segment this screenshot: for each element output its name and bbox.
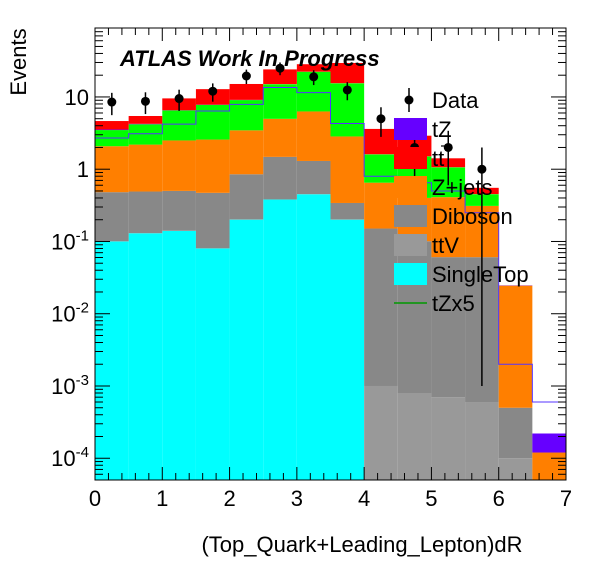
legend-swatch-diboson xyxy=(394,205,427,227)
bar-diboson-bin-7 xyxy=(330,202,365,220)
bar-diboson-bin-10 xyxy=(431,257,466,398)
legend-label-ttv: ttV xyxy=(432,233,459,258)
bar-z-jets-bin-1 xyxy=(128,144,163,192)
y-tick-label: 10-1 xyxy=(51,227,89,254)
x-tick-label: 6 xyxy=(493,486,505,511)
bar-z-jets-bin-7 xyxy=(330,136,365,203)
bar-z-jets-bin-4 xyxy=(229,130,264,175)
legend-swatch-z-jets xyxy=(394,176,427,198)
bar-diboson-bin-2 xyxy=(162,190,196,231)
bar-singletop-bin-1 xyxy=(128,233,163,480)
bar-z-jets-red-top--bin-5 xyxy=(263,69,297,85)
legend-label-tzx5: tZx5 xyxy=(432,291,475,316)
bar-ttbar-bin-2 xyxy=(162,110,196,141)
bar-diboson-bin-1 xyxy=(128,191,163,233)
x-tick-label: 2 xyxy=(223,486,235,511)
bar-singletop-bin-0 xyxy=(95,241,129,480)
axis-ticks: 0 1 2 3 4 5 6 7 10-4 10-3 10-2 10-1 1 10 xyxy=(51,27,572,511)
data-point-3 xyxy=(208,86,218,96)
bar-z-jets-bin-13 xyxy=(532,452,566,480)
stack-bars xyxy=(95,62,566,481)
bar-diboson-bin-12 xyxy=(498,407,533,459)
bar-z-jets-bin-8 xyxy=(364,182,398,229)
y-tick-label: 1 xyxy=(77,157,89,182)
bar-singletop-bin-7 xyxy=(330,219,365,480)
legend-label-diboson: Diboson xyxy=(432,204,513,229)
data-point-1 xyxy=(140,96,150,106)
bar-ttv-bin-8 xyxy=(364,385,398,480)
bar-diboson-bin-4 xyxy=(229,174,264,220)
y-tick-label: 10 xyxy=(65,85,89,110)
y-tick-label: 10-2 xyxy=(51,300,89,327)
data-point-10 xyxy=(443,142,453,152)
legend-swatch-tt xyxy=(394,147,427,169)
legend-label-tz: tZ xyxy=(432,117,452,142)
bar-ttv-bin-11 xyxy=(465,402,499,480)
bar-diboson-bin-3 xyxy=(195,192,230,249)
bar-z-jets-red-top--bin-7 xyxy=(330,62,365,84)
x-tick-label: 3 xyxy=(291,486,303,511)
x-tick-label: 0 xyxy=(89,486,101,511)
x-tick-label: 7 xyxy=(560,486,572,511)
bar-ttbar-bin-1 xyxy=(128,124,163,145)
y-tick-label: 10-4 xyxy=(51,444,89,471)
y-axis-label: Events xyxy=(6,28,31,95)
legend: Data tZ tt Z+jets Diboson ttV SingleTop tZx5 xyxy=(394,88,529,316)
data-point-6 xyxy=(309,72,319,82)
bar-z-jets-red-top--bin-6 xyxy=(296,64,331,72)
bar-diboson-bin-5 xyxy=(263,156,297,200)
x-tick-label: 4 xyxy=(358,486,370,511)
legend-label-data: Data xyxy=(432,88,479,113)
bar-singletop-bin-5 xyxy=(263,199,297,481)
x-axis-label: (Top_Quark+Leading_Lepton)dR xyxy=(201,532,522,557)
legend-swatch-ttv xyxy=(394,234,427,256)
bar-z-jets-bin-2 xyxy=(162,140,196,191)
bar-ttbar-bin-4 xyxy=(229,100,264,131)
bar-tz-bin-0 xyxy=(95,129,129,131)
data-point-5 xyxy=(275,63,285,73)
data-point-7 xyxy=(342,85,352,95)
bar-singletop-bin-2 xyxy=(162,230,196,480)
legend-swatch-tz xyxy=(394,118,427,140)
bar-ttbar-bin-3 xyxy=(195,104,230,140)
bar-singletop-bin-4 xyxy=(229,219,264,480)
bar-ttbar-bin-5 xyxy=(263,84,297,119)
bar-diboson-bin-8 xyxy=(364,228,398,386)
bar-ttv-bin-12 xyxy=(498,458,533,480)
bar-z-jets-bin-12 xyxy=(498,285,533,408)
legend-label-z-jets: Z+jets xyxy=(432,175,493,200)
bar-z-jets-bin-3 xyxy=(195,139,230,193)
bar-z-jets-red-top--bin-0 xyxy=(95,121,129,130)
bar-z-jets-bin-5 xyxy=(263,118,297,157)
legend-swatch-singletop xyxy=(394,263,427,285)
data-point-4 xyxy=(241,71,251,81)
x-tick-label: 5 xyxy=(425,486,437,511)
bar-z-jets-bin-6 xyxy=(296,111,331,161)
bar-z-jets-red-top--bin-1 xyxy=(128,115,163,124)
bar-tz-bin-13 xyxy=(532,433,566,453)
legend-label-tt: tt xyxy=(432,146,444,171)
bar-z-jets-bin-10 xyxy=(431,197,466,258)
data-point-2 xyxy=(174,94,184,104)
data-points xyxy=(107,62,487,386)
bar-ttv-bin-10 xyxy=(431,397,466,480)
data-point-11 xyxy=(477,164,487,174)
legend-label-singletop: SingleTop xyxy=(432,262,529,287)
bar-singletop-bin-6 xyxy=(296,194,331,481)
bar-singletop-bin-3 xyxy=(195,248,230,480)
x-tick-label: 1 xyxy=(156,486,168,511)
bar-ttv-bin-9 xyxy=(397,392,432,480)
bar-diboson-bin-6 xyxy=(296,160,331,195)
legend-marker-data xyxy=(404,95,414,105)
bar-diboson-bin-0 xyxy=(95,192,129,242)
data-point-8 xyxy=(376,114,386,124)
bar-ttbar-bin-8 xyxy=(364,154,398,183)
bar-z-jets-red-top--bin-4 xyxy=(229,83,264,100)
plot-frame xyxy=(94,27,567,481)
chart-title: ATLAS Work In Progress xyxy=(119,46,380,71)
y-tick-label: 10-3 xyxy=(51,372,89,399)
data-point-0 xyxy=(107,97,117,107)
